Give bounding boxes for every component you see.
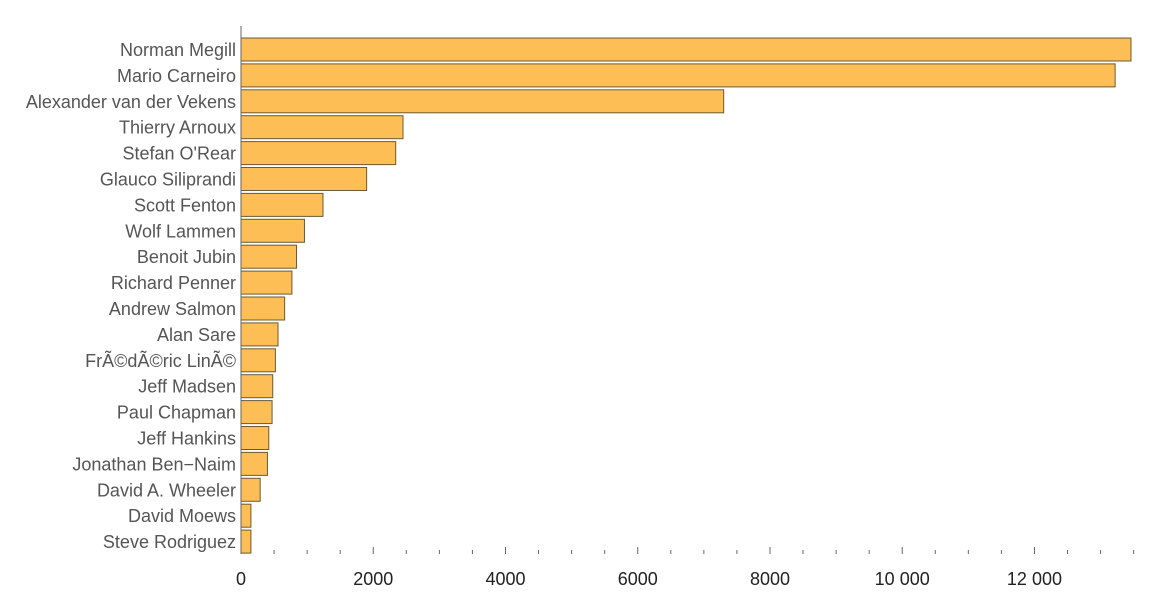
x-tick-label-0: 0 bbox=[236, 569, 246, 589]
bar-2 bbox=[240, 89, 725, 114]
category-label-14: Paul Chapman bbox=[117, 403, 236, 423]
category-label-15: Jeff Hankins bbox=[137, 429, 236, 449]
bar-14 bbox=[240, 400, 273, 425]
category-label-5: Glauco Siliprandi bbox=[100, 170, 236, 190]
bar-11 bbox=[240, 322, 279, 347]
bar-15 bbox=[240, 426, 270, 450]
x-tick-label-3: 6000 bbox=[618, 569, 658, 589]
category-label-2: Alexander van der Vekens bbox=[26, 92, 236, 112]
x-tick-label-2: 4000 bbox=[485, 569, 525, 589]
x-tick-label-4: 8000 bbox=[750, 569, 790, 589]
category-label-10: Andrew Salmon bbox=[109, 299, 236, 319]
category-label-3: Thierry Arnoux bbox=[119, 118, 236, 138]
bar-7 bbox=[240, 218, 305, 243]
category-label-16: Jonathan Ben−Naim bbox=[72, 454, 236, 474]
category-label-0: Norman Megill bbox=[120, 40, 236, 60]
category-label-18: David Moews bbox=[128, 506, 236, 526]
bar-16 bbox=[240, 451, 268, 476]
bar-12 bbox=[240, 348, 276, 373]
bar-8 bbox=[240, 244, 298, 269]
bar-4 bbox=[240, 141, 397, 166]
bar-1 bbox=[240, 63, 1116, 88]
category-label-19: Steve Rodriguez bbox=[103, 532, 236, 552]
category-label-1: Mario Carneiro bbox=[117, 66, 236, 86]
x-tick-label-5: 10 000 bbox=[875, 569, 930, 589]
category-label-13: Jeff Madsen bbox=[138, 377, 236, 397]
bar-19 bbox=[240, 529, 252, 554]
category-label-8: Benoit Jubin bbox=[137, 247, 236, 267]
bar-17 bbox=[240, 477, 261, 502]
x-tick-label-1: 2000 bbox=[353, 569, 393, 589]
x-tick-label-6: 12 000 bbox=[1007, 569, 1062, 589]
category-label-4: Stefan O'Rear bbox=[123, 144, 237, 164]
category-label-12: FrÃ©dÃ©ric LinÃ© bbox=[85, 350, 236, 371]
bar-5 bbox=[240, 167, 368, 191]
bar-9 bbox=[240, 270, 293, 295]
category-label-7: Wolf Lammen bbox=[125, 221, 236, 241]
bar-18 bbox=[240, 503, 252, 528]
category-label-17: David A. Wheeler bbox=[97, 480, 236, 500]
category-label-6: Scott Fenton bbox=[134, 195, 236, 215]
bar-0 bbox=[240, 37, 1132, 62]
category-label-11: Alan Sare bbox=[157, 325, 236, 345]
category-label-9: Richard Penner bbox=[111, 273, 236, 293]
bar-10 bbox=[240, 296, 286, 321]
bar-3 bbox=[240, 115, 404, 140]
bar-13 bbox=[240, 374, 274, 399]
bar-6 bbox=[240, 192, 324, 217]
